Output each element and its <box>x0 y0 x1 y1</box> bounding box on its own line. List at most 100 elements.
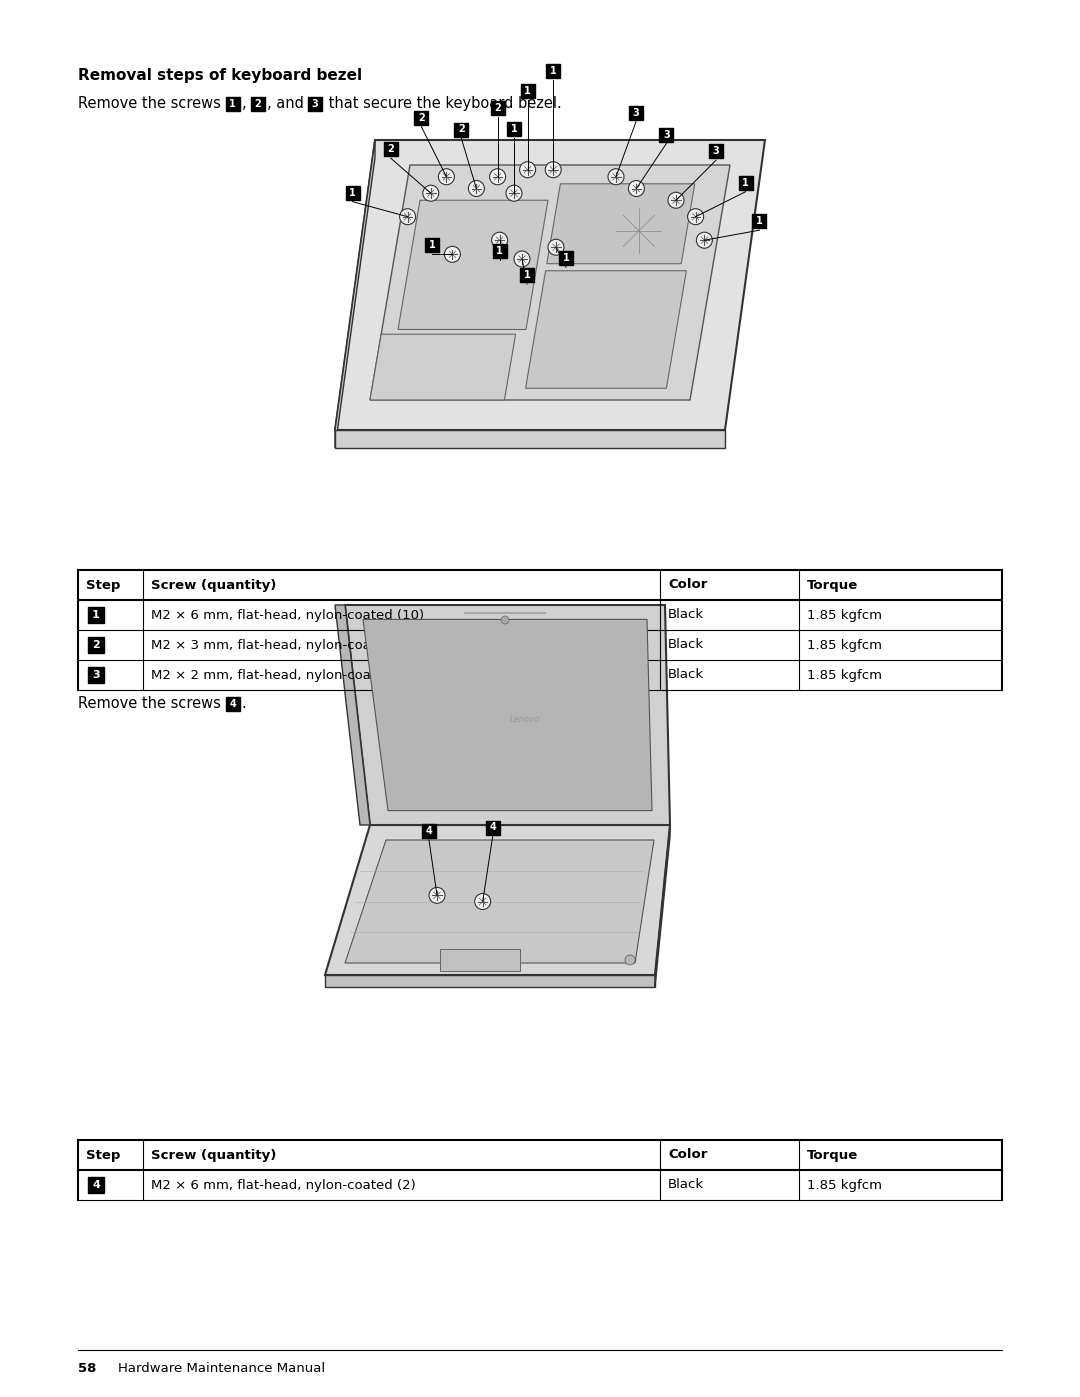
Text: 1: 1 <box>550 66 556 75</box>
Text: M2 × 6 mm, flat-head, nylon-coated (2): M2 × 6 mm, flat-head, nylon-coated (2) <box>151 1179 416 1192</box>
Text: Color: Color <box>669 578 707 591</box>
FancyBboxPatch shape <box>507 122 521 136</box>
Circle shape <box>608 169 624 184</box>
Text: , and: , and <box>267 96 308 110</box>
Text: Remove the screws: Remove the screws <box>78 696 226 711</box>
Text: 1: 1 <box>229 99 235 109</box>
Text: 1.85 kgfcm: 1.85 kgfcm <box>807 1179 881 1192</box>
Text: M2 × 2 mm, flat-head, nylon-coated (3): M2 × 2 mm, flat-head, nylon-coated (3) <box>151 669 416 682</box>
Text: 2: 2 <box>418 113 424 123</box>
Text: 2: 2 <box>458 124 464 134</box>
Text: Step: Step <box>86 1148 120 1161</box>
Text: Black: Black <box>669 669 704 682</box>
Text: 1.85 kgfcm: 1.85 kgfcm <box>807 638 881 651</box>
Text: 2: 2 <box>495 103 501 113</box>
Text: Black: Black <box>669 1179 704 1192</box>
Text: M2 × 3 mm, flat-head, nylon-coated (3): M2 × 3 mm, flat-head, nylon-coated (3) <box>151 638 416 651</box>
FancyBboxPatch shape <box>739 176 753 190</box>
Text: 58: 58 <box>78 1362 96 1375</box>
FancyBboxPatch shape <box>415 110 429 124</box>
Polygon shape <box>325 826 670 975</box>
Text: Lenovo: Lenovo <box>510 715 540 725</box>
Circle shape <box>514 251 530 267</box>
Text: 1: 1 <box>496 246 503 256</box>
Circle shape <box>400 208 416 225</box>
Text: 1: 1 <box>511 124 517 134</box>
FancyBboxPatch shape <box>455 123 469 137</box>
Circle shape <box>611 203 666 258</box>
Text: that secure the keyboard bezel.: that secure the keyboard bezel. <box>324 96 562 110</box>
FancyBboxPatch shape <box>87 1178 104 1193</box>
Polygon shape <box>654 826 670 988</box>
Polygon shape <box>325 975 654 988</box>
FancyBboxPatch shape <box>87 608 104 623</box>
Text: 1.85 kgfcm: 1.85 kgfcm <box>807 669 881 682</box>
FancyBboxPatch shape <box>346 186 360 200</box>
Text: 4: 4 <box>426 827 432 837</box>
Text: 3: 3 <box>312 99 319 109</box>
FancyBboxPatch shape <box>660 127 674 141</box>
Circle shape <box>469 180 485 197</box>
Text: Torque: Torque <box>807 578 858 591</box>
Text: 1: 1 <box>524 85 531 96</box>
Text: Color: Color <box>669 1148 707 1161</box>
FancyBboxPatch shape <box>251 96 265 110</box>
Polygon shape <box>363 619 652 810</box>
Text: Black: Black <box>669 638 704 651</box>
Text: Black: Black <box>669 609 704 622</box>
FancyBboxPatch shape <box>87 637 104 652</box>
Polygon shape <box>335 140 765 430</box>
Text: 1: 1 <box>524 270 530 279</box>
FancyBboxPatch shape <box>519 268 534 282</box>
Circle shape <box>475 894 490 909</box>
Circle shape <box>438 169 455 184</box>
Circle shape <box>519 162 536 177</box>
FancyBboxPatch shape <box>226 96 240 110</box>
Circle shape <box>548 239 564 256</box>
FancyBboxPatch shape <box>546 64 561 78</box>
Polygon shape <box>345 605 670 826</box>
FancyBboxPatch shape <box>492 244 507 258</box>
Polygon shape <box>370 165 730 400</box>
Text: 2: 2 <box>388 144 394 154</box>
Text: Step: Step <box>86 578 120 591</box>
Polygon shape <box>370 334 515 400</box>
Text: Screw (quantity): Screw (quantity) <box>151 578 276 591</box>
Circle shape <box>491 232 508 249</box>
FancyBboxPatch shape <box>226 697 240 711</box>
Text: 1: 1 <box>563 253 569 263</box>
Text: 3: 3 <box>92 671 99 680</box>
Circle shape <box>629 180 645 197</box>
Circle shape <box>422 186 438 201</box>
Circle shape <box>545 162 562 177</box>
Text: 1: 1 <box>92 610 99 620</box>
FancyBboxPatch shape <box>422 824 436 838</box>
Circle shape <box>688 208 703 225</box>
Circle shape <box>429 887 445 904</box>
Text: Screw (quantity): Screw (quantity) <box>151 1148 276 1161</box>
Text: 2: 2 <box>255 99 261 109</box>
FancyBboxPatch shape <box>753 214 767 228</box>
Circle shape <box>697 232 713 249</box>
FancyBboxPatch shape <box>559 251 573 265</box>
FancyBboxPatch shape <box>486 820 500 834</box>
Text: 4: 4 <box>489 823 496 833</box>
Polygon shape <box>345 840 654 963</box>
FancyBboxPatch shape <box>308 96 322 110</box>
Polygon shape <box>546 184 694 264</box>
Text: Removal steps of keyboard bezel: Removal steps of keyboard bezel <box>78 68 362 82</box>
Polygon shape <box>440 949 519 971</box>
Text: 1: 1 <box>756 217 762 226</box>
FancyBboxPatch shape <box>708 144 723 158</box>
FancyBboxPatch shape <box>490 101 504 115</box>
Text: 3: 3 <box>663 130 670 140</box>
Text: .: . <box>242 696 246 711</box>
Text: Hardware Maintenance Manual: Hardware Maintenance Manual <box>118 1362 325 1375</box>
Text: 3: 3 <box>713 147 719 156</box>
Polygon shape <box>399 200 548 330</box>
Text: 4: 4 <box>229 698 235 710</box>
Polygon shape <box>335 605 370 826</box>
Text: 3: 3 <box>633 108 639 117</box>
Circle shape <box>489 169 505 184</box>
Circle shape <box>507 186 522 201</box>
